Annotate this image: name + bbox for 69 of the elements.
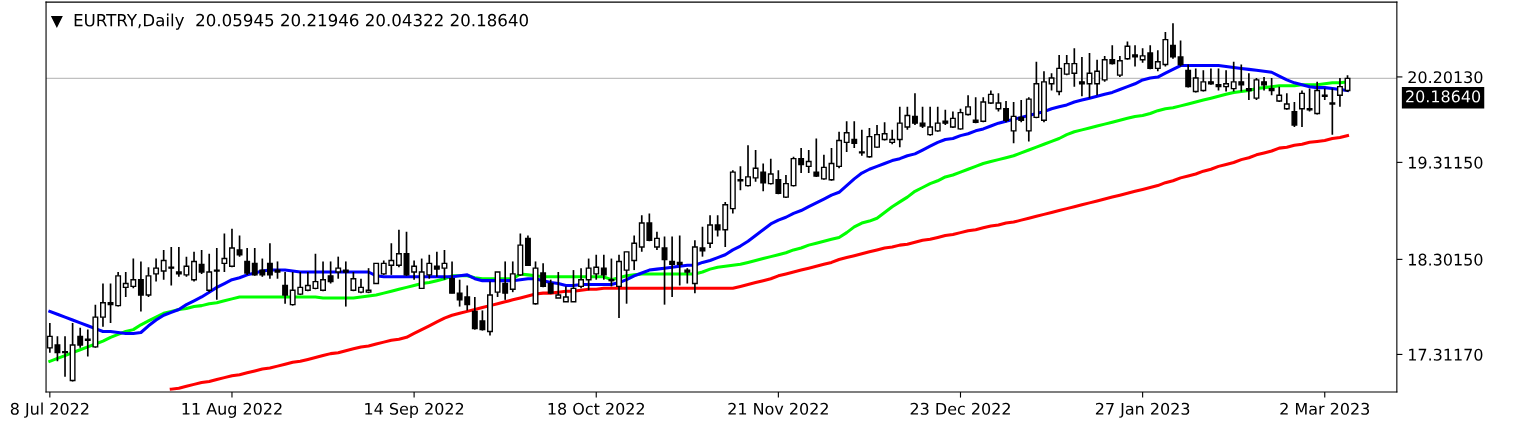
candlestick: [342, 260, 349, 308]
candlestick: [1003, 100, 1010, 124]
candlestick: [608, 257, 615, 288]
x-tick-label: 2 Mar 2023: [1280, 402, 1370, 415]
candlestick: [661, 235, 668, 306]
candlestick: [99, 282, 106, 328]
candlestick: [1078, 56, 1085, 98]
x-tick-label: 23 Dec 2022: [910, 402, 1010, 415]
candlestick: [236, 234, 243, 258]
candlestick: [137, 260, 144, 313]
x-tick-label: 11 Aug 2022: [182, 402, 282, 418]
candlestick: [373, 262, 380, 285]
candlestick: [1223, 69, 1230, 93]
candlestick: [327, 260, 334, 285]
candlestick: [1124, 40, 1131, 61]
candlestick: [191, 250, 198, 283]
candlestick: [282, 271, 289, 305]
y-tick-label: 17.31170: [1409, 348, 1483, 361]
candlestick: [1321, 87, 1328, 101]
candlestick: [213, 247, 220, 301]
candlestick: [411, 259, 418, 281]
y-tick-label: 18.30150: [1409, 253, 1483, 266]
candlestick: [1177, 39, 1184, 68]
candlestick: [229, 227, 235, 269]
candlestick: [335, 255, 342, 280]
candlestick: [684, 267, 691, 285]
candlestick: [911, 92, 918, 126]
candlestick: [266, 242, 273, 280]
candlestick: [1116, 55, 1123, 78]
candlestick: [805, 149, 812, 174]
candlestick: [221, 232, 228, 273]
candlestick: [320, 260, 327, 293]
candlestick: [1336, 77, 1343, 108]
candlestick: [1299, 89, 1305, 128]
x-tick-label: 8 Jul 2022: [10, 402, 89, 418]
candlestick: [600, 253, 607, 281]
candlestick: [820, 154, 827, 181]
candlestick: [707, 214, 714, 249]
candlestick: [153, 257, 160, 283]
candlestick: [813, 137, 820, 178]
candlestick: [1185, 63, 1192, 89]
candlestick: [1170, 22, 1176, 60]
candlestick: [244, 247, 251, 276]
candlestick: [555, 271, 562, 299]
candlestick: [1291, 101, 1298, 128]
candlestick: [745, 144, 751, 188]
candlestick: [449, 260, 456, 294]
candlestick: [1132, 44, 1139, 68]
candlestick: [540, 262, 547, 289]
y-tick-label: 20.20130: [1408, 71, 1483, 84]
candlestick: [1094, 58, 1101, 97]
line-series: [169, 134, 1350, 391]
candlestick: [653, 230, 660, 251]
candlestick: [699, 226, 706, 258]
candlestick: [395, 228, 402, 269]
x-tick-label: 14 Sep 2022: [365, 402, 464, 418]
text: EURTRY,Daily 20.05945 20.21946 20.04322 20.18640: [74, 13, 528, 30]
candlestick: [365, 267, 372, 294]
candlestick: [669, 235, 676, 298]
candlestick: [676, 234, 683, 287]
y-tick-label: 19.31150: [1409, 156, 1483, 169]
x-tick-label: 18 Oct 2022: [548, 402, 645, 415]
candlestick: [578, 267, 585, 290]
x-tick-label: 21 Nov 2022: [728, 402, 828, 415]
x-tick-label: 27 Jan 2023: [1095, 402, 1190, 418]
ref-line-label: 20.18640: [1406, 90, 1481, 103]
candlestick: [1207, 67, 1214, 86]
candlestick: [1329, 87, 1336, 136]
candlestick: [62, 335, 68, 378]
